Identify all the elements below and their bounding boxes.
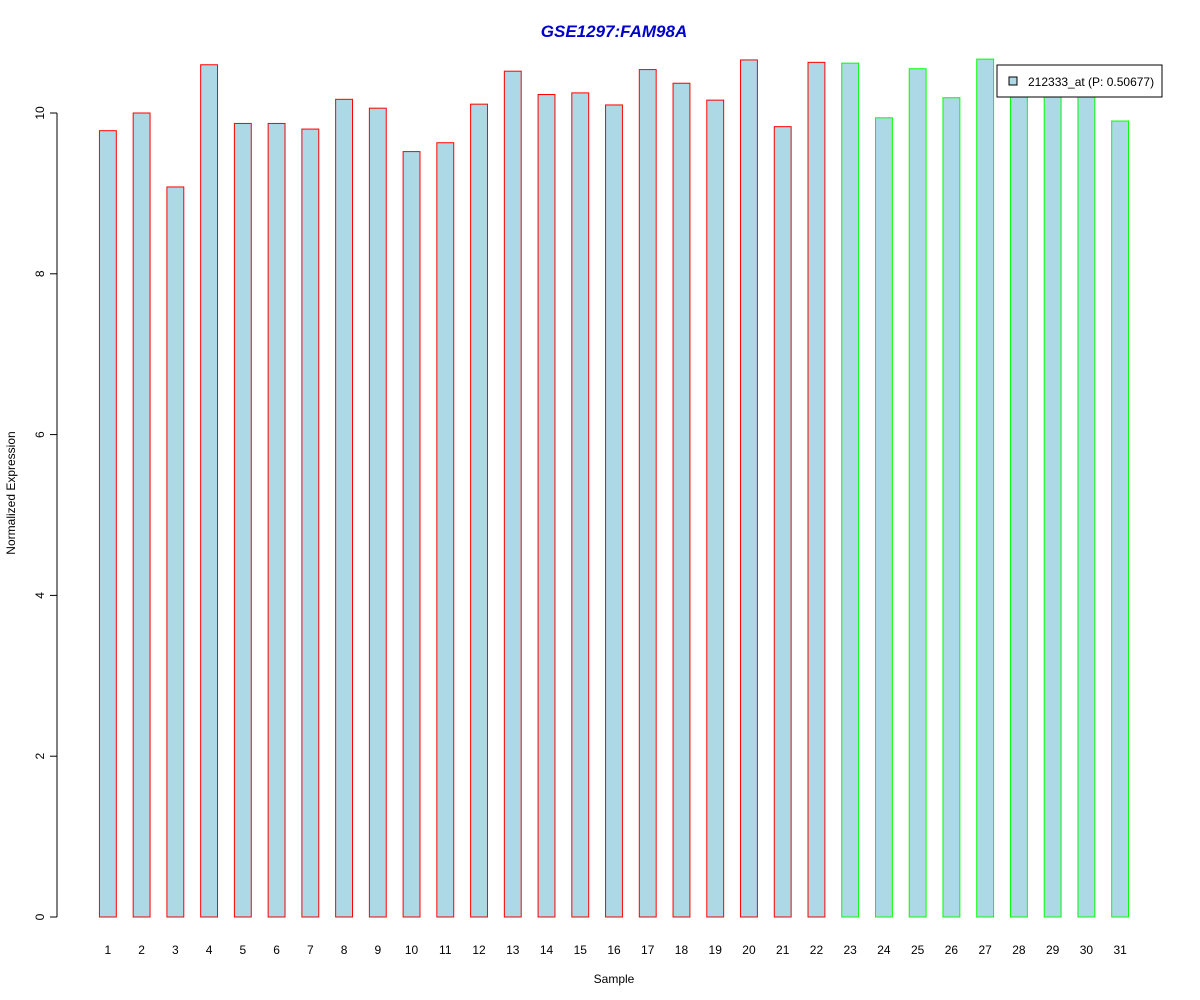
bar-sample-1 — [98, 130, 117, 918]
legend: 212333_at (P: 0.50677) — [996, 64, 1163, 98]
bar-sample-23 — [841, 62, 860, 918]
x-tick-label: 7 — [307, 943, 314, 957]
x-axis-title: Sample — [594, 972, 635, 986]
bar-sample-31 — [1111, 120, 1130, 918]
x-tick-label: 2 — [138, 943, 145, 957]
x-tick-label: 15 — [574, 943, 588, 957]
x-tick-label: 23 — [844, 943, 858, 957]
bar-sample-18 — [672, 82, 691, 918]
bar-sample-2 — [132, 112, 151, 918]
bar-sample-14 — [537, 94, 556, 918]
x-tick-label: 24 — [877, 943, 891, 957]
bar-sample-20 — [740, 59, 758, 918]
bar-sample-28 — [1009, 93, 1028, 918]
bar-sample-13 — [503, 70, 522, 918]
x-tick-label: 22 — [810, 943, 824, 957]
x-tick-label: 16 — [607, 943, 621, 957]
x-tick-label: 6 — [273, 943, 280, 957]
bar-sample-16 — [605, 104, 623, 918]
bar-sample-4 — [200, 64, 219, 918]
bar-sample-11 — [436, 142, 455, 918]
y-axis-title: Normalized Expression — [4, 431, 18, 554]
x-tick-label: 27 — [978, 943, 992, 957]
bar-sample-26 — [942, 97, 961, 918]
x-tick-labels: 1 2 3 4 5 6 7 8 9 10 11 12 13 14 15 16 17 18 19 20 21 22 23 24 2… — [105, 943, 1128, 957]
bar-sample-9 — [368, 107, 387, 918]
x-tick-label: 1 — [105, 943, 112, 957]
x-tick-label: 8 — [341, 943, 348, 957]
x-tick-label: 11 — [439, 943, 452, 957]
bar-sample-19 — [706, 99, 725, 918]
bar-sample-6 — [267, 122, 286, 918]
y-tick-label: 4 — [33, 592, 47, 599]
legend-box — [996, 64, 1163, 98]
x-tick-label: 21 — [776, 943, 790, 957]
y-tick-label: 8 — [33, 270, 47, 277]
bar-sample-25 — [908, 68, 927, 918]
x-tick-label: 18 — [675, 943, 689, 957]
legend-entry-label: 212333_at (P: 0.50677) — [1028, 75, 1154, 89]
bar-sample-15 — [571, 92, 590, 918]
x-tick-label: 14 — [540, 943, 554, 957]
chart-title: GSE1297:FAM98A — [541, 22, 687, 41]
bar-sample-5 — [233, 122, 252, 918]
x-tick-label: 9 — [374, 943, 381, 957]
x-tick-label: 28 — [1012, 943, 1026, 957]
y-axis: 0 2 4 6 8 10 — [33, 106, 58, 920]
legend-swatch — [1008, 76, 1018, 86]
y-tick-label: 6 — [33, 431, 47, 438]
bar-sample-24 — [875, 117, 893, 918]
bar-sample-21 — [773, 126, 792, 918]
x-tick-label: 29 — [1046, 943, 1060, 957]
bar-sample-12 — [470, 103, 488, 918]
bar-sample-27 — [976, 58, 995, 918]
bar-sample-22 — [807, 61, 826, 918]
bar-sample-17 — [638, 69, 657, 918]
x-tick-label: 13 — [506, 943, 520, 957]
bars — [98, 58, 1130, 918]
y-tick-label: 0 — [33, 913, 47, 920]
bar-sample-29 — [1043, 93, 1062, 918]
x-tick-label: 12 — [472, 943, 486, 957]
bar-sample-8 — [335, 98, 354, 918]
x-tick-label: 4 — [206, 943, 213, 957]
x-tick-label: 3 — [172, 943, 179, 957]
x-tick-label: 19 — [709, 943, 723, 957]
x-tick-label: 30 — [1080, 943, 1094, 957]
y-tick-label: 10 — [33, 106, 47, 120]
x-tick-label: 26 — [945, 943, 959, 957]
bar-sample-30 — [1077, 93, 1096, 918]
x-tick-label: 17 — [641, 943, 655, 957]
y-tick-label: 2 — [33, 753, 47, 760]
x-tick-label: 31 — [1113, 943, 1127, 957]
bar-sample-10 — [402, 151, 421, 918]
bar-sample-3 — [166, 186, 185, 918]
x-tick-label: 20 — [742, 943, 756, 957]
x-tick-label: 5 — [239, 943, 246, 957]
bar-sample-7 — [301, 128, 320, 918]
x-tick-label: 10 — [405, 943, 419, 957]
x-tick-label: 25 — [911, 943, 925, 957]
